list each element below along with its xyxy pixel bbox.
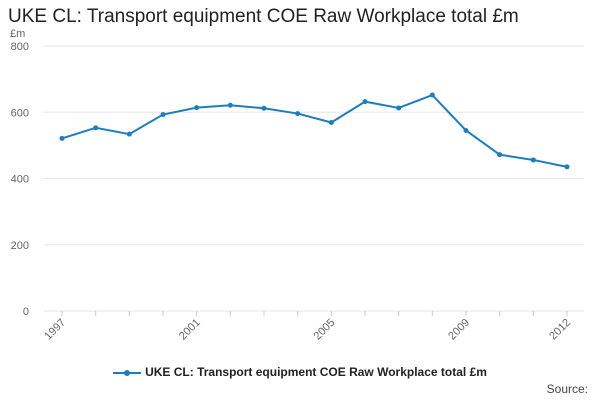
data-point xyxy=(126,131,132,137)
chart-title: UKE CL: Transport equipment COE Raw Work… xyxy=(8,6,519,27)
data-point xyxy=(59,135,65,141)
data-point xyxy=(362,99,368,105)
data-point xyxy=(530,157,536,163)
data-point xyxy=(497,152,503,158)
legend-swatch xyxy=(113,367,142,379)
data-point xyxy=(463,127,469,133)
data-point xyxy=(194,105,200,111)
y-tick-label: 0 xyxy=(23,306,29,318)
series-layer xyxy=(59,92,570,170)
y-axis-unit: £m xyxy=(10,28,25,40)
y-tick-label: 200 xyxy=(11,240,29,252)
data-point xyxy=(160,112,166,118)
legend-label: UKE CL: Transport equipment COE Raw Work… xyxy=(145,365,487,379)
data-point xyxy=(93,125,99,131)
data-point xyxy=(396,105,402,111)
x-tick-label: 2001 xyxy=(177,317,203,343)
x-tick-label: 1997 xyxy=(42,317,68,343)
data-point xyxy=(295,111,301,117)
y-tick-label: 400 xyxy=(11,174,29,186)
x-tick-label: 2012 xyxy=(547,317,573,343)
gridlines xyxy=(44,45,584,312)
data-point xyxy=(328,120,334,126)
x-tick-label: 2009 xyxy=(446,317,472,343)
source-label: Source: xyxy=(546,382,588,396)
series-line xyxy=(61,94,568,168)
axes: 0 200 400 600 800£m 1997 2001 2005 2009 2012 xyxy=(10,28,573,342)
legend: UKE CL: Transport equipment COE Raw Work… xyxy=(0,365,600,379)
data-point xyxy=(261,105,267,111)
x-tick-label: 2005 xyxy=(312,317,338,343)
data-point xyxy=(227,102,233,108)
y-tick-label: 800 xyxy=(11,41,29,53)
data-point xyxy=(429,92,435,98)
y-tick-label: 600 xyxy=(11,107,29,119)
data-point xyxy=(564,164,570,170)
